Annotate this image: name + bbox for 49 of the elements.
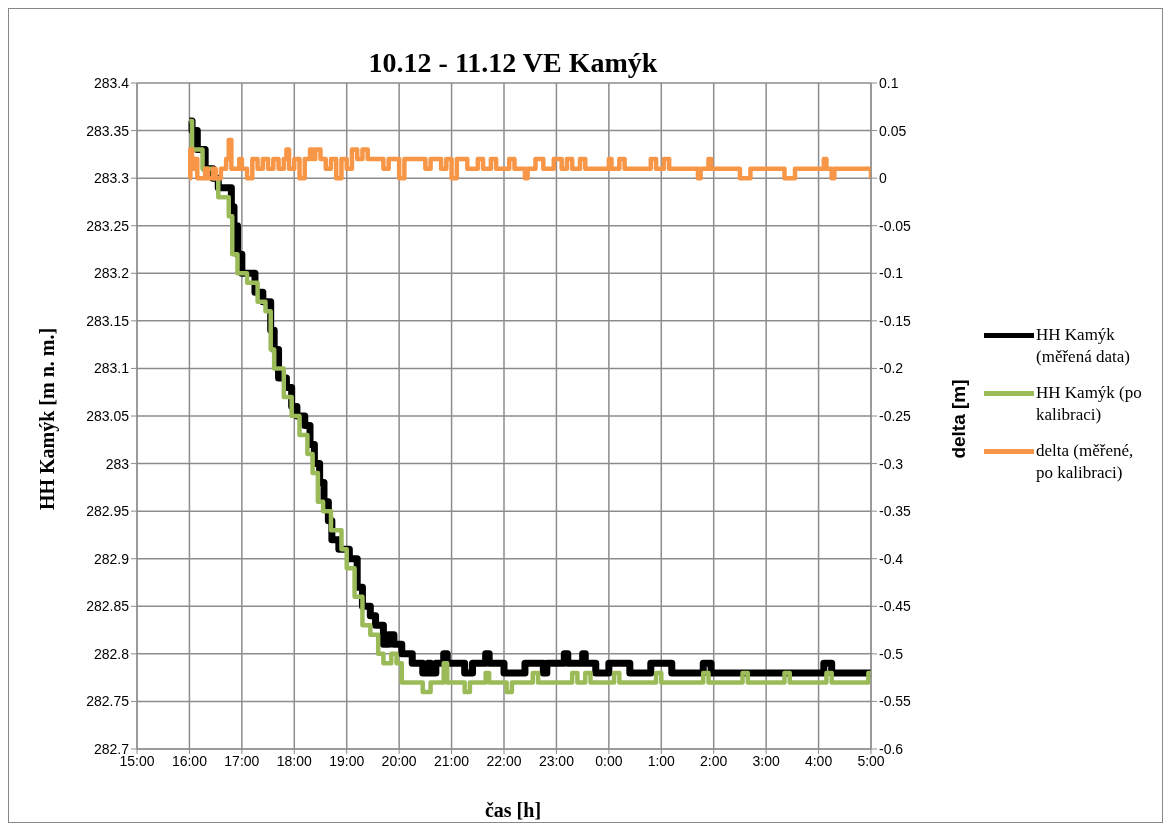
x-tick-label: 2:00 (700, 752, 728, 769)
x-tick-label: 17:00 (224, 752, 260, 769)
x-tick-label: 20:00 (381, 752, 417, 769)
legend-label: HH Kamýk (měřená data) (1036, 324, 1131, 368)
y2-tick-label: 0.1 (879, 74, 899, 91)
y2-tick-label: -0.5 (879, 645, 904, 662)
y-tick-label: 283.35 (86, 122, 130, 139)
y-tick-label: 282.75 (86, 693, 130, 710)
y-axis-title: HH Kamýk [m n. m.] (35, 327, 59, 511)
x-tick-label: 0:00 (595, 752, 623, 769)
x-tick-label: 19:00 (329, 752, 365, 769)
y2-tick-label: 0.05 (879, 122, 907, 139)
y-tick-label: 283 (105, 455, 130, 472)
y2-tick-label: -0.4 (879, 550, 904, 567)
x-tick-label: 3:00 (752, 752, 780, 769)
y2-tick-label: -0.15 (879, 312, 912, 329)
y2-tick-label: -0.1 (879, 265, 904, 282)
x-axis-title: čas [h] (483, 799, 543, 822)
chart-title: 10.12 - 11.12 VE Kamýk (368, 47, 658, 78)
y2-tick-label: -0.45 (879, 598, 912, 615)
y-tick-label: 283.4 (93, 74, 130, 91)
legend-label: delta (měřené, po kalibraci) (1036, 440, 1135, 484)
y-tick-label: 283.15 (86, 312, 130, 329)
y2-tick-label: -0.3 (879, 455, 904, 472)
y-tick-label: 282.8 (93, 645, 130, 662)
y2-tick-label: -0.05 (879, 217, 912, 234)
y-tick-label: 283.3 (93, 170, 130, 187)
legend-label: HH Kamýk (po kalibraci) (1036, 382, 1143, 426)
y2-axis-title: delta [m] (948, 379, 970, 459)
x-tick-label: 18:00 (276, 752, 313, 769)
x-tick-label: 21:00 (434, 752, 470, 769)
y-tick-label: 283.25 (86, 217, 130, 234)
y-tick-label: 282.9 (93, 550, 130, 567)
y-tick-label: 282.7 (93, 740, 130, 757)
y2-tick-label: -0.25 (879, 407, 912, 424)
x-tick-label: 22:00 (486, 752, 522, 769)
y-tick-label: 282.85 (86, 598, 130, 615)
y-tick-label: 283.1 (93, 360, 130, 377)
x-tick-label: 1:00 (647, 752, 676, 769)
x-tick-label: 16:00 (171, 752, 208, 769)
y-tick-label: 282.95 (86, 503, 130, 520)
x-tick-label: 4:00 (804, 752, 833, 769)
y-tick-label: 283.05 (86, 407, 130, 424)
y2-tick-label: -0.55 (879, 693, 912, 710)
y2-tick-label: -0.2 (879, 360, 904, 377)
y2-tick-label: 0 (879, 170, 887, 187)
x-tick-label: 23:00 (538, 752, 575, 769)
y2-tick-label: -0.35 (879, 503, 912, 520)
y-tick-label: 283.2 (93, 265, 130, 282)
